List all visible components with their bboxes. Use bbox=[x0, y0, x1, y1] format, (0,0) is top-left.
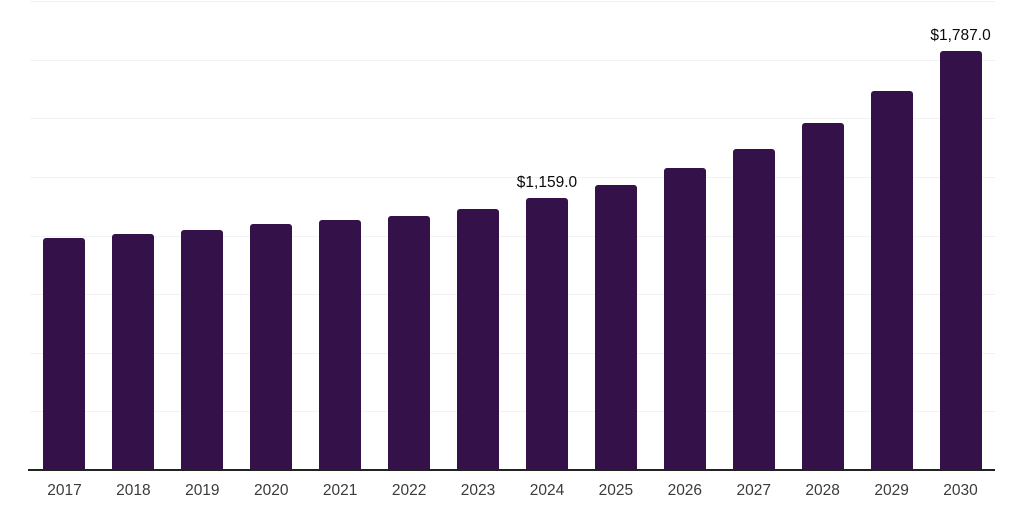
x-tick-label-2027: 2027 bbox=[736, 482, 771, 499]
x-tick-label-2028: 2028 bbox=[805, 482, 840, 499]
bar-2017 bbox=[43, 237, 86, 470]
bar-2028 bbox=[801, 122, 844, 470]
x-tick-label-2020: 2020 bbox=[254, 482, 289, 499]
gridline bbox=[30, 59, 995, 61]
bar-2018 bbox=[112, 233, 155, 470]
x-tick-label-2024: 2024 bbox=[529, 482, 565, 499]
gridline bbox=[30, 176, 995, 178]
gridline bbox=[30, 352, 995, 354]
gridline bbox=[30, 118, 995, 120]
bar-2024 bbox=[525, 198, 568, 470]
x-axis-line bbox=[28, 469, 995, 471]
x-tick-label-2018: 2018 bbox=[116, 482, 151, 499]
gridline bbox=[30, 294, 995, 296]
bar-2029 bbox=[870, 91, 913, 470]
x-tick-label-2017: 2017 bbox=[47, 482, 82, 499]
bar-value-label-2024: $1,159.0 bbox=[516, 174, 578, 192]
bar-2020 bbox=[250, 223, 293, 470]
bar-2019 bbox=[181, 229, 224, 470]
gridline bbox=[30, 235, 995, 237]
x-tick-label-2021: 2021 bbox=[322, 482, 358, 499]
x-axis-labels: 2017 2018 2019 2020 2021 2022 2023 2024 2025 2026… bbox=[30, 482, 995, 504]
bar-2026 bbox=[663, 168, 706, 470]
gridline bbox=[30, 411, 995, 413]
x-tick-label-2022: 2022 bbox=[391, 482, 427, 499]
x-tick-label-2026: 2026 bbox=[667, 482, 703, 499]
bar-2023 bbox=[457, 208, 500, 470]
x-tick-label-2025: 2025 bbox=[598, 482, 634, 499]
x-tick-label-2030: 2030 bbox=[943, 482, 978, 499]
bar-2025 bbox=[594, 184, 637, 470]
plot-area: $1,159.0 $1,787.0 bbox=[30, 0, 995, 470]
gridline bbox=[30, 1, 995, 2]
x-tick-label-2019: 2019 bbox=[185, 482, 220, 499]
bar-2030 bbox=[939, 50, 982, 470]
bar-value-label-2030: $1,787.0 bbox=[930, 26, 991, 44]
bar-2022 bbox=[388, 215, 431, 470]
x-tick-label-2029: 2029 bbox=[874, 482, 909, 499]
bar-2021 bbox=[319, 219, 362, 470]
bar-2027 bbox=[732, 148, 775, 470]
x-tick-label-2023: 2023 bbox=[460, 482, 496, 499]
